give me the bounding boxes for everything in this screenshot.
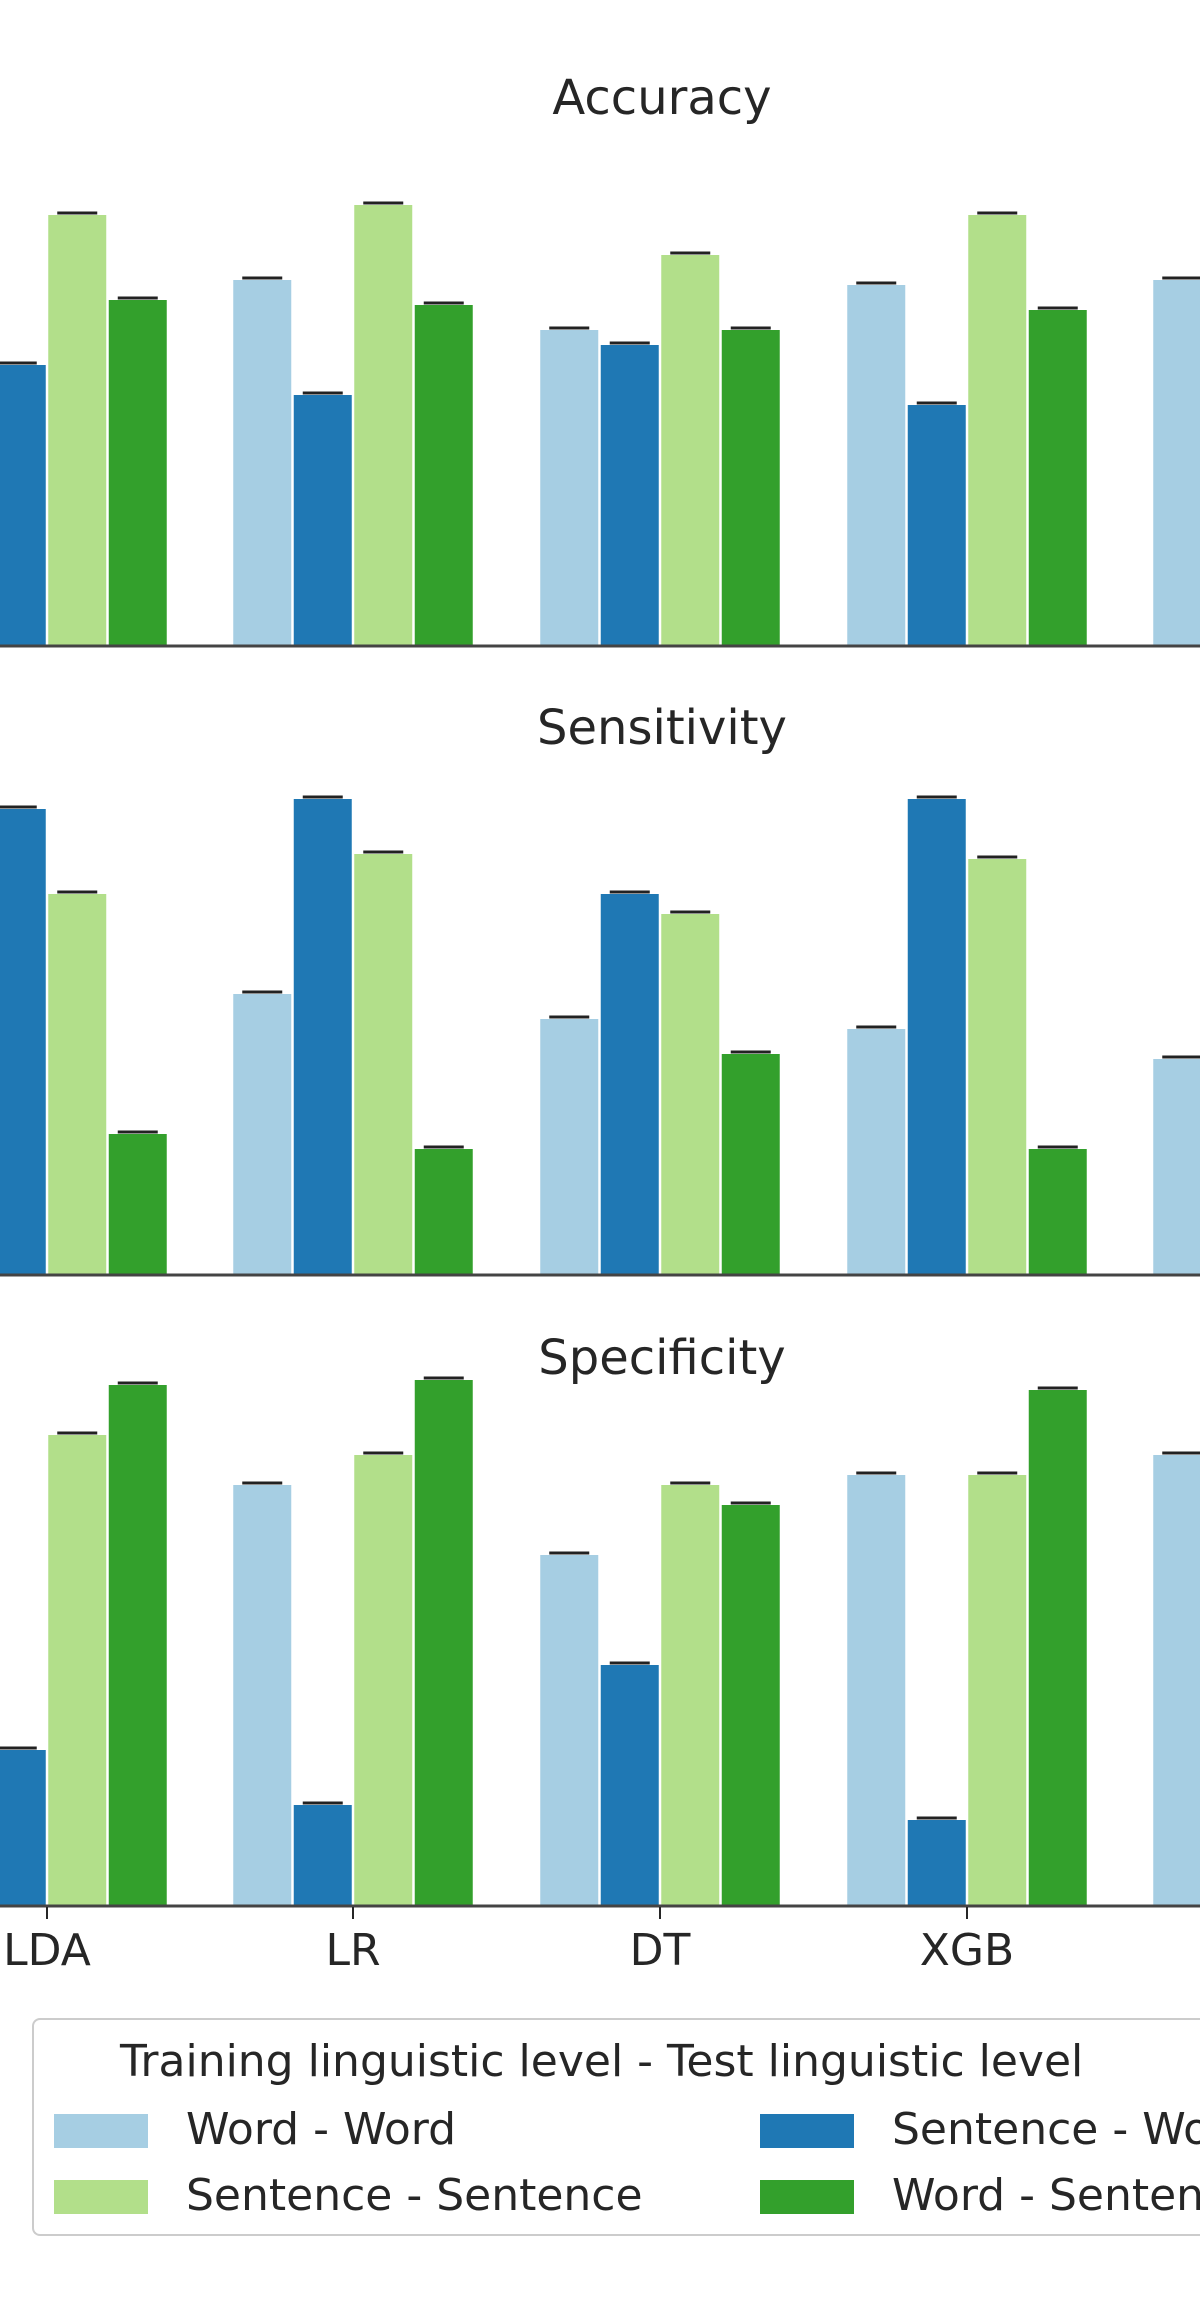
bar-sentence-sentence-lr [354,854,413,1274]
legend-label: Sentence - Word [892,2104,1200,2155]
x-tick-label-xgb: XGB [920,1925,1014,1976]
bar-sentence-sentence-lr [354,205,413,645]
bar-sentence-sentence-lr [354,1455,413,1905]
bar-word-word-partial [1153,1059,1200,1274]
x-tick-label-dt: DT [630,1925,691,1976]
bar-sentence-sentence-xgb [968,1475,1027,1905]
bar-word-sentence-lda [108,1134,167,1274]
bar-word-sentence-xgb [1028,310,1087,645]
bar-sentence-sentence-lda [48,215,107,645]
bar-word-sentence-xgb [1028,1149,1087,1274]
bar-sentence-word-lda [0,1750,46,1905]
bar-word-sentence-dt [721,330,780,645]
bar-word-sentence-lr [414,1149,473,1274]
panel-title: Sensitivity [537,700,787,756]
x-tick-label-lda: LDA [3,1925,91,1976]
chart-panel-accuracy: Accuracy [0,70,1200,648]
bar-word-sentence-dt [721,1505,780,1905]
bar-sentence-word-lr [293,395,352,645]
bar-sentence-sentence-lda [48,894,107,1274]
bar-sentence-word-xgb [907,1820,966,1905]
bar-word-word-xgb [847,285,906,645]
bar-sentence-sentence-dt [661,255,720,645]
bar-word-word-dt [540,1019,599,1274]
bar-sentence-sentence-xgb [968,859,1027,1274]
bar-word-sentence-xgb [1028,1390,1087,1905]
bar-word-sentence-dt [721,1054,780,1274]
bar-sentence-word-dt [600,1665,659,1905]
bar-sentence-sentence-lda [48,1435,107,1905]
legend-label: Word - Sentence [892,2170,1200,2221]
panel-title: Accuracy [552,70,771,126]
x-tick-label-lr: LR [325,1925,380,1976]
legend-title: Training linguistic level - Test linguis… [120,2036,1084,2087]
bar-sentence-sentence-dt [661,914,720,1274]
legend-swatch [54,2114,148,2148]
bar-word-word-xgb [847,1475,906,1905]
bar-sentence-word-dt [600,894,659,1274]
bar-sentence-word-dt [600,345,659,645]
bar-word-word-dt [540,1555,599,1905]
bar-word-word-lr [233,994,292,1274]
bar-sentence-word-xgb [907,799,966,1274]
bar-sentence-word-lda [0,809,46,1274]
legend-swatch [760,2180,854,2214]
bar-word-word-partial [1153,1455,1200,1905]
bar-sentence-word-lr [293,799,352,1274]
bar-word-word-dt [540,330,599,645]
bar-word-word-xgb [847,1029,906,1274]
panel-title: Specificity [538,1330,785,1386]
legend-swatch [54,2180,148,2214]
bar-word-word-partial [1153,280,1200,645]
chart-legend: Training linguistic level - Test linguis… [32,2018,1200,2236]
bar-sentence-word-xgb [907,405,966,645]
bar-word-sentence-lda [108,300,167,645]
legend-label: Sentence - Sentence [186,2170,643,2221]
chart-panel-sensitivity: Sensitivity [0,700,1200,1277]
bar-sentence-word-lda [0,365,46,645]
legend-label: Word - Word [186,2104,457,2155]
bar-word-sentence-lda [108,1385,167,1905]
bar-word-sentence-lr [414,305,473,645]
bar-word-word-lr [233,1485,292,1905]
legend-swatch [760,2114,854,2148]
bar-sentence-sentence-xgb [968,215,1027,645]
chart-panel-specificity: Specificity LDA LR DT XGB [0,1330,1200,1976]
bar-word-sentence-lr [414,1380,473,1905]
bar-sentence-sentence-dt [661,1485,720,1905]
bar-sentence-word-lr [293,1805,352,1905]
bar-word-word-lr [233,280,292,645]
